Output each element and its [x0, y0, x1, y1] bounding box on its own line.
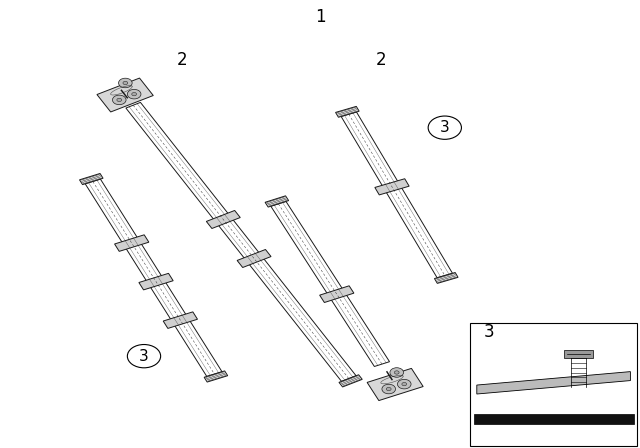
Polygon shape: [115, 235, 149, 251]
Polygon shape: [477, 372, 630, 394]
Bar: [470, 323, 637, 446]
Polygon shape: [367, 368, 423, 401]
Polygon shape: [375, 179, 409, 195]
Polygon shape: [139, 273, 173, 290]
Polygon shape: [237, 250, 271, 267]
Polygon shape: [319, 286, 354, 302]
Circle shape: [113, 95, 126, 105]
Text: 2: 2: [376, 52, 386, 69]
Text: 3: 3: [139, 349, 149, 364]
Polygon shape: [204, 371, 228, 382]
Circle shape: [387, 388, 391, 391]
Bar: [474, 414, 634, 424]
Circle shape: [402, 383, 406, 386]
Circle shape: [382, 384, 396, 394]
Circle shape: [118, 78, 132, 88]
Polygon shape: [97, 78, 153, 112]
Polygon shape: [435, 272, 458, 284]
Circle shape: [397, 379, 411, 389]
Circle shape: [117, 98, 122, 102]
Circle shape: [123, 81, 128, 85]
Text: 1: 1: [315, 8, 325, 26]
Text: 3: 3: [440, 120, 450, 135]
Text: 2: 2: [177, 52, 188, 69]
Polygon shape: [79, 173, 103, 185]
Polygon shape: [206, 211, 240, 228]
Text: 3: 3: [483, 323, 494, 340]
Bar: [564, 349, 593, 358]
Circle shape: [132, 92, 136, 96]
Circle shape: [127, 90, 141, 99]
Circle shape: [394, 371, 399, 374]
Circle shape: [390, 368, 404, 377]
Polygon shape: [335, 106, 359, 117]
Polygon shape: [339, 375, 362, 387]
Polygon shape: [265, 196, 289, 207]
Polygon shape: [163, 312, 198, 328]
